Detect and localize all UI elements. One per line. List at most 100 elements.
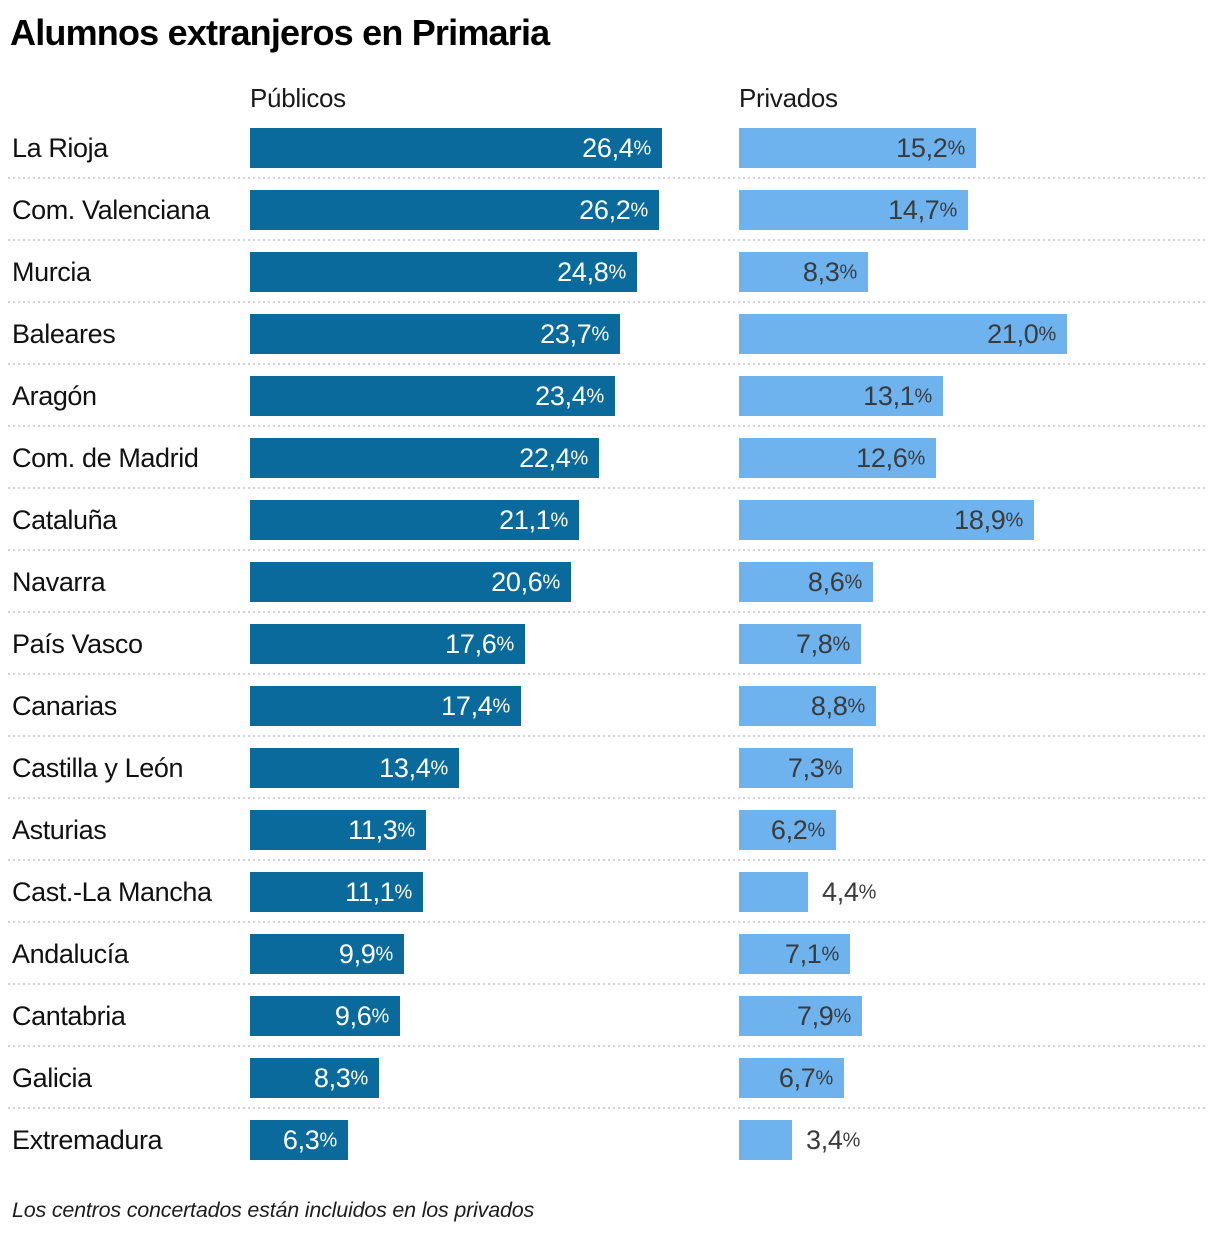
privados-bar: 12,6% <box>739 438 936 478</box>
privados-bar: 7,1% <box>739 934 850 974</box>
publicos-value: 17,6% <box>445 629 514 659</box>
chart-row: Cast.-La Mancha 11,1% 4,4% <box>8 861 1205 923</box>
category-label: La Rioja <box>12 133 108 163</box>
category-label: Navarra <box>12 567 106 597</box>
privados-bar: 6,2% <box>739 810 836 850</box>
chart-row: Canarias 17,4% 8,8% <box>8 675 1205 737</box>
category-label: Com. de Madrid <box>12 443 199 473</box>
category-label: Galicia <box>12 1063 92 1093</box>
category-label: Cantabria <box>12 1001 126 1031</box>
privados-bar: 13,1% <box>739 376 943 416</box>
publicos-value: 13,4% <box>379 753 448 783</box>
chart-row: Com. de Madrid 22,4% 12,6% <box>8 427 1205 489</box>
chart-row: Asturias 11,3% 6,2% <box>8 799 1205 861</box>
publicos-bar: 17,4% <box>250 686 521 726</box>
category-label: Andalucía <box>12 939 129 969</box>
chart-row: Murcia 24,8% 8,3% <box>8 241 1205 303</box>
privados-value: 6,7% <box>778 1063 833 1093</box>
publicos-bar: 20,6% <box>250 562 571 602</box>
privados-value: 8,3% <box>802 257 857 287</box>
privados-value: 7,1% <box>784 939 839 969</box>
publicos-bar: 24,8% <box>250 252 637 292</box>
privados-value: 6,2% <box>770 815 825 845</box>
publicos-bar: 21,1% <box>250 500 579 540</box>
publicos-bar: 26,2% <box>250 190 659 230</box>
publicos-value: 6,3% <box>282 1125 337 1155</box>
chart-row: Navarra 20,6% 8,6% <box>8 551 1205 613</box>
privados-value: 14,7% <box>888 195 957 225</box>
publicos-bar: 13,4% <box>250 748 459 788</box>
privados-bar: 15,2% <box>739 128 976 168</box>
publicos-value: 23,4% <box>535 381 604 411</box>
privados-value: 12,6% <box>856 443 925 473</box>
publicos-bar: 8,3% <box>250 1058 379 1098</box>
publicos-value: 17,4% <box>441 691 510 721</box>
privados-value: 15,2% <box>896 133 965 163</box>
privados-bar: 7,9% <box>739 996 862 1036</box>
publicos-value: 26,2% <box>579 195 648 225</box>
publicos-value: 9,9% <box>338 939 393 969</box>
publicos-bar: 22,4% <box>250 438 599 478</box>
chart-row: Com. Valenciana 26,2% 14,7% <box>8 179 1205 241</box>
privados-bar: 8,6% <box>739 562 873 602</box>
publicos-bar: 9,6% <box>250 996 400 1036</box>
bar-chart: La Rioja 26,4% 15,2% Com. Valenciana 26,… <box>8 117 1205 1171</box>
chart-title: Alumnos extranjeros en Primaria <box>10 12 550 53</box>
publicos-value: 23,7% <box>540 319 609 349</box>
category-label: Murcia <box>12 257 91 287</box>
privados-bar: 7,3% <box>739 748 853 788</box>
publicos-bar: 11,3% <box>250 810 426 850</box>
privados-bar: 6,7% <box>739 1058 844 1098</box>
publicos-value: 24,8% <box>557 257 626 287</box>
privados-value: 3,4% <box>806 1125 861 1155</box>
category-label: Com. Valenciana <box>12 195 210 225</box>
category-label: Extremadura <box>12 1125 163 1155</box>
footnote: Los centros concertados están incluidos … <box>12 1198 535 1222</box>
privados-value: 8,6% <box>807 567 862 597</box>
publicos-value: 20,6% <box>491 567 560 597</box>
chart-row: Baleares 23,7% 21,0% <box>8 303 1205 365</box>
publicos-bar: 9,9% <box>250 934 404 974</box>
privados-bar: 3,4% <box>739 1120 860 1160</box>
column-header-privados: Privados <box>739 83 838 113</box>
privados-value: 21,0% <box>987 319 1056 349</box>
publicos-value: 21,1% <box>499 505 568 535</box>
publicos-value: 26,4% <box>582 133 651 163</box>
category-label: País Vasco <box>12 629 143 659</box>
category-label: Cast.-La Mancha <box>12 877 212 907</box>
category-label: Baleares <box>12 319 116 349</box>
publicos-bar: 23,7% <box>250 314 620 354</box>
privados-bar: 18,9% <box>739 500 1034 540</box>
privados-value: 4,4% <box>822 877 877 907</box>
privados-value: 18,9% <box>954 505 1023 535</box>
publicos-bar: 11,1% <box>250 872 423 912</box>
privados-bar: 14,7% <box>739 190 968 230</box>
chart-row: Cataluña 21,1% 18,9% <box>8 489 1205 551</box>
category-label: Castilla y León <box>12 753 184 783</box>
privados-bar: 7,8% <box>739 624 861 664</box>
publicos-value: 8,3% <box>313 1063 368 1093</box>
privados-bar: 8,3% <box>739 252 868 292</box>
chart-row: Aragón 23,4% 13,1% <box>8 365 1205 427</box>
privados-value: 13,1% <box>863 381 932 411</box>
publicos-bar: 26,4% <box>250 128 662 168</box>
chart-row: Galicia 8,3% 6,7% <box>8 1047 1205 1109</box>
chart-row: La Rioja 26,4% 15,2% <box>8 117 1205 179</box>
publicos-bar: 17,6% <box>250 624 525 664</box>
publicos-value: 11,3% <box>348 815 415 845</box>
category-label: Asturias <box>12 815 107 845</box>
chart-row: Castilla y León 13,4% 7,3% <box>8 737 1205 799</box>
privados-value: 8,8% <box>810 691 865 721</box>
privados-bar: 8,8% <box>739 686 876 726</box>
privados-value: 7,9% <box>796 1001 851 1031</box>
publicos-value: 11,1% <box>345 877 412 907</box>
publicos-bar: 6,3% <box>250 1120 348 1160</box>
privados-bar: 21,0% <box>739 314 1067 354</box>
publicos-value: 22,4% <box>519 443 588 473</box>
chart-row: Cantabria 9,6% 7,9% <box>8 985 1205 1047</box>
privados-value: 7,3% <box>787 753 842 783</box>
chart-row: Extremadura 6,3% 3,4% <box>8 1109 1205 1171</box>
column-header-publicos: Públicos <box>250 83 346 113</box>
chart-row: País Vasco 17,6% 7,8% <box>8 613 1205 675</box>
